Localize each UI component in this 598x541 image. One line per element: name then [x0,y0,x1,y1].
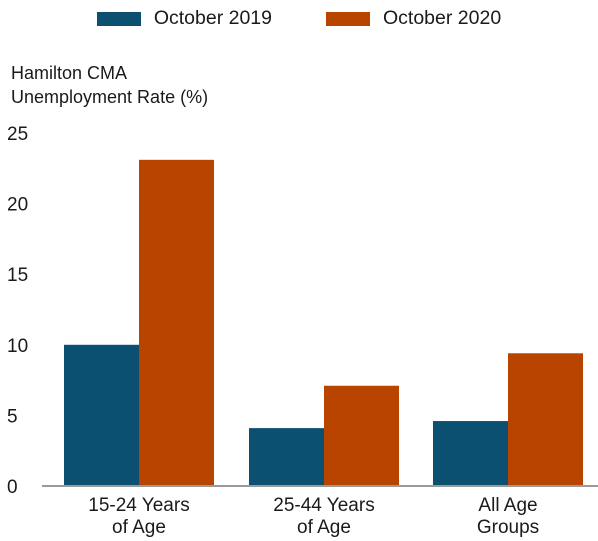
x-tick-label-line: Groups [477,517,539,538]
y-tick-label: 10 [7,336,28,357]
bar-2-3 [508,353,583,486]
legend-label-series-2: October 2020 [383,7,502,29]
bar-1-2 [249,428,324,486]
legend-swatch-series-2 [326,11,370,26]
bar-2-2 [324,385,399,486]
y-tick-label: 0 [7,477,18,498]
x-tick-label-line: 25-44 Years [273,495,374,516]
y-axis-label: Hamilton CMA Unemployment Rate (%) [11,61,208,109]
legend-item-series-1: October 2019 [96,7,272,30]
x-tick-label: All Age Groups [477,495,539,538]
bar-2-1 [139,159,214,486]
bar-1-3 [433,421,508,486]
bar-1-1 [64,344,139,486]
y-axis-label-line-2: Unemployment Rate (%) [11,87,209,107]
legend-label-series-1: October 2019 [153,7,272,29]
y-tick-label: 20 [7,195,28,216]
x-tick-label-line: All Age [478,495,537,516]
legend-swatch-series-1 [96,11,141,26]
y-tick-label: 15 [7,265,28,286]
legend: October 2019 October 2020 [0,7,598,30]
y-tick-label: 5 [7,406,18,427]
x-tick-label-line: of Age [297,517,351,538]
y-axis-label-line-1: Hamilton CMA [11,63,128,83]
x-tick-label: 25-44 Years of Age [273,495,374,538]
x-tick-label-line: 15-24 Years [88,495,189,516]
x-tick-label-line: of Age [112,517,166,538]
x-tick-label: 15-24 Years of Age [88,495,189,538]
y-tick-label: 25 [7,124,28,145]
legend-item-series-2: October 2020 [326,7,501,30]
